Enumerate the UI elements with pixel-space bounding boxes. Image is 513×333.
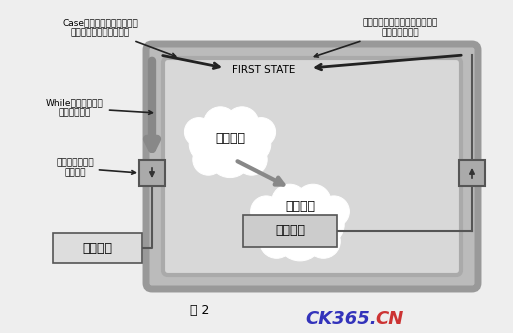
Circle shape [306,224,340,258]
Text: 切换代码根据执行步骤中的结果
来决定下一状态: 切换代码根据执行步骤中的结果 来决定下一状态 [314,18,438,57]
Circle shape [193,144,224,175]
Circle shape [271,189,329,247]
Text: Case结构对每一状态都配备
一个分支以进行状态判断: Case结构对每一状态都配备 一个分支以进行状态判断 [62,18,175,57]
Circle shape [256,204,298,245]
Circle shape [295,184,331,220]
Circle shape [225,107,259,141]
Text: CN: CN [375,310,403,328]
FancyBboxPatch shape [243,215,337,247]
Text: 下一状态: 下一状态 [275,224,305,237]
Circle shape [236,144,267,175]
Circle shape [303,204,344,245]
Circle shape [204,107,237,141]
Circle shape [271,184,308,220]
Circle shape [189,125,228,163]
FancyBboxPatch shape [146,44,478,289]
Circle shape [277,214,323,261]
Text: FIRST STATE: FIRST STATE [232,65,295,75]
Circle shape [260,224,293,258]
FancyBboxPatch shape [139,160,165,186]
Circle shape [232,125,271,163]
Circle shape [247,118,275,147]
Text: 图 2: 图 2 [190,304,210,317]
Text: 初始状态: 初始状态 [83,241,112,254]
Text: 移位寄存器用于
传递状态: 移位寄存器用于 传递状态 [56,158,135,178]
Circle shape [318,196,349,227]
Circle shape [204,112,256,165]
Circle shape [184,118,213,147]
Text: CK365.: CK365. [305,310,377,328]
Text: 切换代码: 切换代码 [285,199,315,212]
Circle shape [250,196,282,227]
Text: 执行步骤: 执行步骤 [215,132,245,145]
Circle shape [208,135,251,177]
FancyBboxPatch shape [53,233,142,263]
FancyBboxPatch shape [163,58,461,275]
FancyBboxPatch shape [459,160,485,186]
Text: While循环结构保持
状态机的运行: While循环结构保持 状态机的运行 [46,98,152,118]
